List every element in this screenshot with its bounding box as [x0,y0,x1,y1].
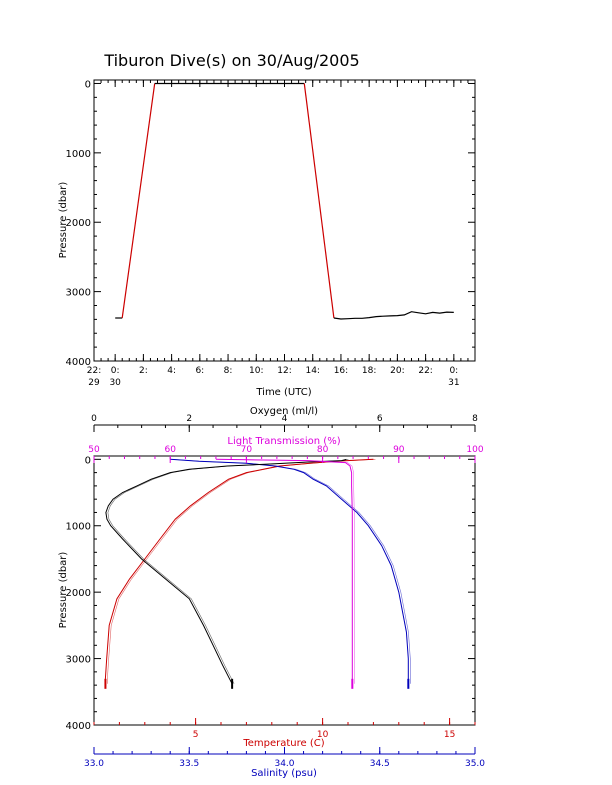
light-tick-label: 50 [88,445,100,455]
x-tick-label: 12: [277,366,291,376]
profiles-chart: 0 1000 2000 3000 4000 0 2 4 6 8 50 60 70 80 90 100 5 10 15… [58,406,485,779]
chart-title: Tiburon Dive(s) on 30/Aug/2005 [103,51,359,70]
x-tick-label: 18: [362,366,376,376]
temperature-axis-label: Temperature (C) [242,738,324,749]
dive-track-segment-4 [333,311,454,320]
temperature-tick-label: 15 [444,730,455,740]
dive-track-marks [115,82,454,320]
temperature-tick-label: 5 [193,730,199,740]
oxygen-profile-line [105,458,347,685]
profiles-plot-frame [93,455,476,726]
oxygen-tick-label: 4 [282,414,288,424]
oxygen-tick-label: 6 [377,414,383,424]
x-tick-label: 4: [167,366,176,376]
light-tick-label: 80 [317,445,329,455]
dive-track-segment-3 [303,83,335,319]
y-tick-label: 1000 [66,522,91,533]
salinity-tick-label: 35.0 [465,759,485,769]
dive-track-segment-1 [121,83,156,319]
light-tick-label: 60 [164,445,176,455]
salinity-tick-label: 34.0 [274,759,294,769]
profiles-marks [104,458,411,689]
y-tick-label: 3000 [66,655,91,666]
x-tick-label: 0: [449,366,458,376]
x-tick-label: 0: [111,366,120,376]
x-tick-label: 14: [305,366,319,376]
light-tick-label: 90 [393,445,405,455]
y-tick-label: 4000 [66,721,91,732]
oxygen-tick-label: 0 [91,414,97,424]
y-tick-label: 2000 [66,588,91,599]
y-tick-label: 1000 [66,149,91,160]
dive-track-plot-frame [93,79,476,362]
salinity-axis-label: Salinity (psu) [251,768,317,779]
y-tick-label: 0 [85,455,91,466]
x-tick-label: 22: [87,366,101,376]
light-tick-label: 70 [241,445,253,455]
x-tick-label: 2: [139,366,148,376]
oxygen-tick-label: 2 [186,414,192,424]
light-transmission-axis-label: Light Transmission (%) [227,436,340,447]
x-tick-label: 10: [249,366,263,376]
salinity-profile-upcast [172,459,411,684]
x-tick-label: 6: [195,366,204,376]
oxygen-axis-label: Oxygen (ml/l) [250,406,318,417]
x-tick-label: 30 [109,378,121,388]
y-tick-label: 2000 [66,218,91,229]
x-tick-label: 31 [448,378,459,388]
dive-track-x-axis-label: Time (UTC) [255,387,311,398]
salinity-tick-label: 34.5 [370,759,390,769]
temperature-profile-line [104,458,374,684]
light-transmission-profile-line [215,458,353,684]
x-tick-label: 16: [334,366,348,376]
salinity-tick-label: 33.0 [84,759,104,769]
profiles-y-axis-label: Pressure (dbar) [58,552,69,629]
x-tick-label: 8: [224,366,233,376]
light-tick-label: 100 [466,445,483,455]
temperature-profile-upcast [107,459,376,684]
profiles-axes: 0 1000 2000 3000 4000 0 2 4 6 8 50 60 70 80 90 100 5 10 15… [66,414,486,769]
light-transmission-profile-upcast [217,459,355,684]
x-tick-label: 20: [390,366,404,376]
salinity-tick-label: 33.5 [179,759,199,769]
x-tick-label: 22: [418,366,432,376]
oxygen-tick-label: 8 [472,414,478,424]
temperature-tick-label: 10 [317,730,329,740]
oxygen-profile-upcast [107,459,349,684]
y-tick-label: 4000 [66,357,91,368]
salinity-profile-line [170,458,409,684]
x-tick-label: 29 [88,378,100,388]
y-tick-label: 3000 [66,288,91,299]
dive-track-y-axis-label: Pressure (dbar) [58,182,69,259]
y-tick-label: 0 [85,79,91,90]
